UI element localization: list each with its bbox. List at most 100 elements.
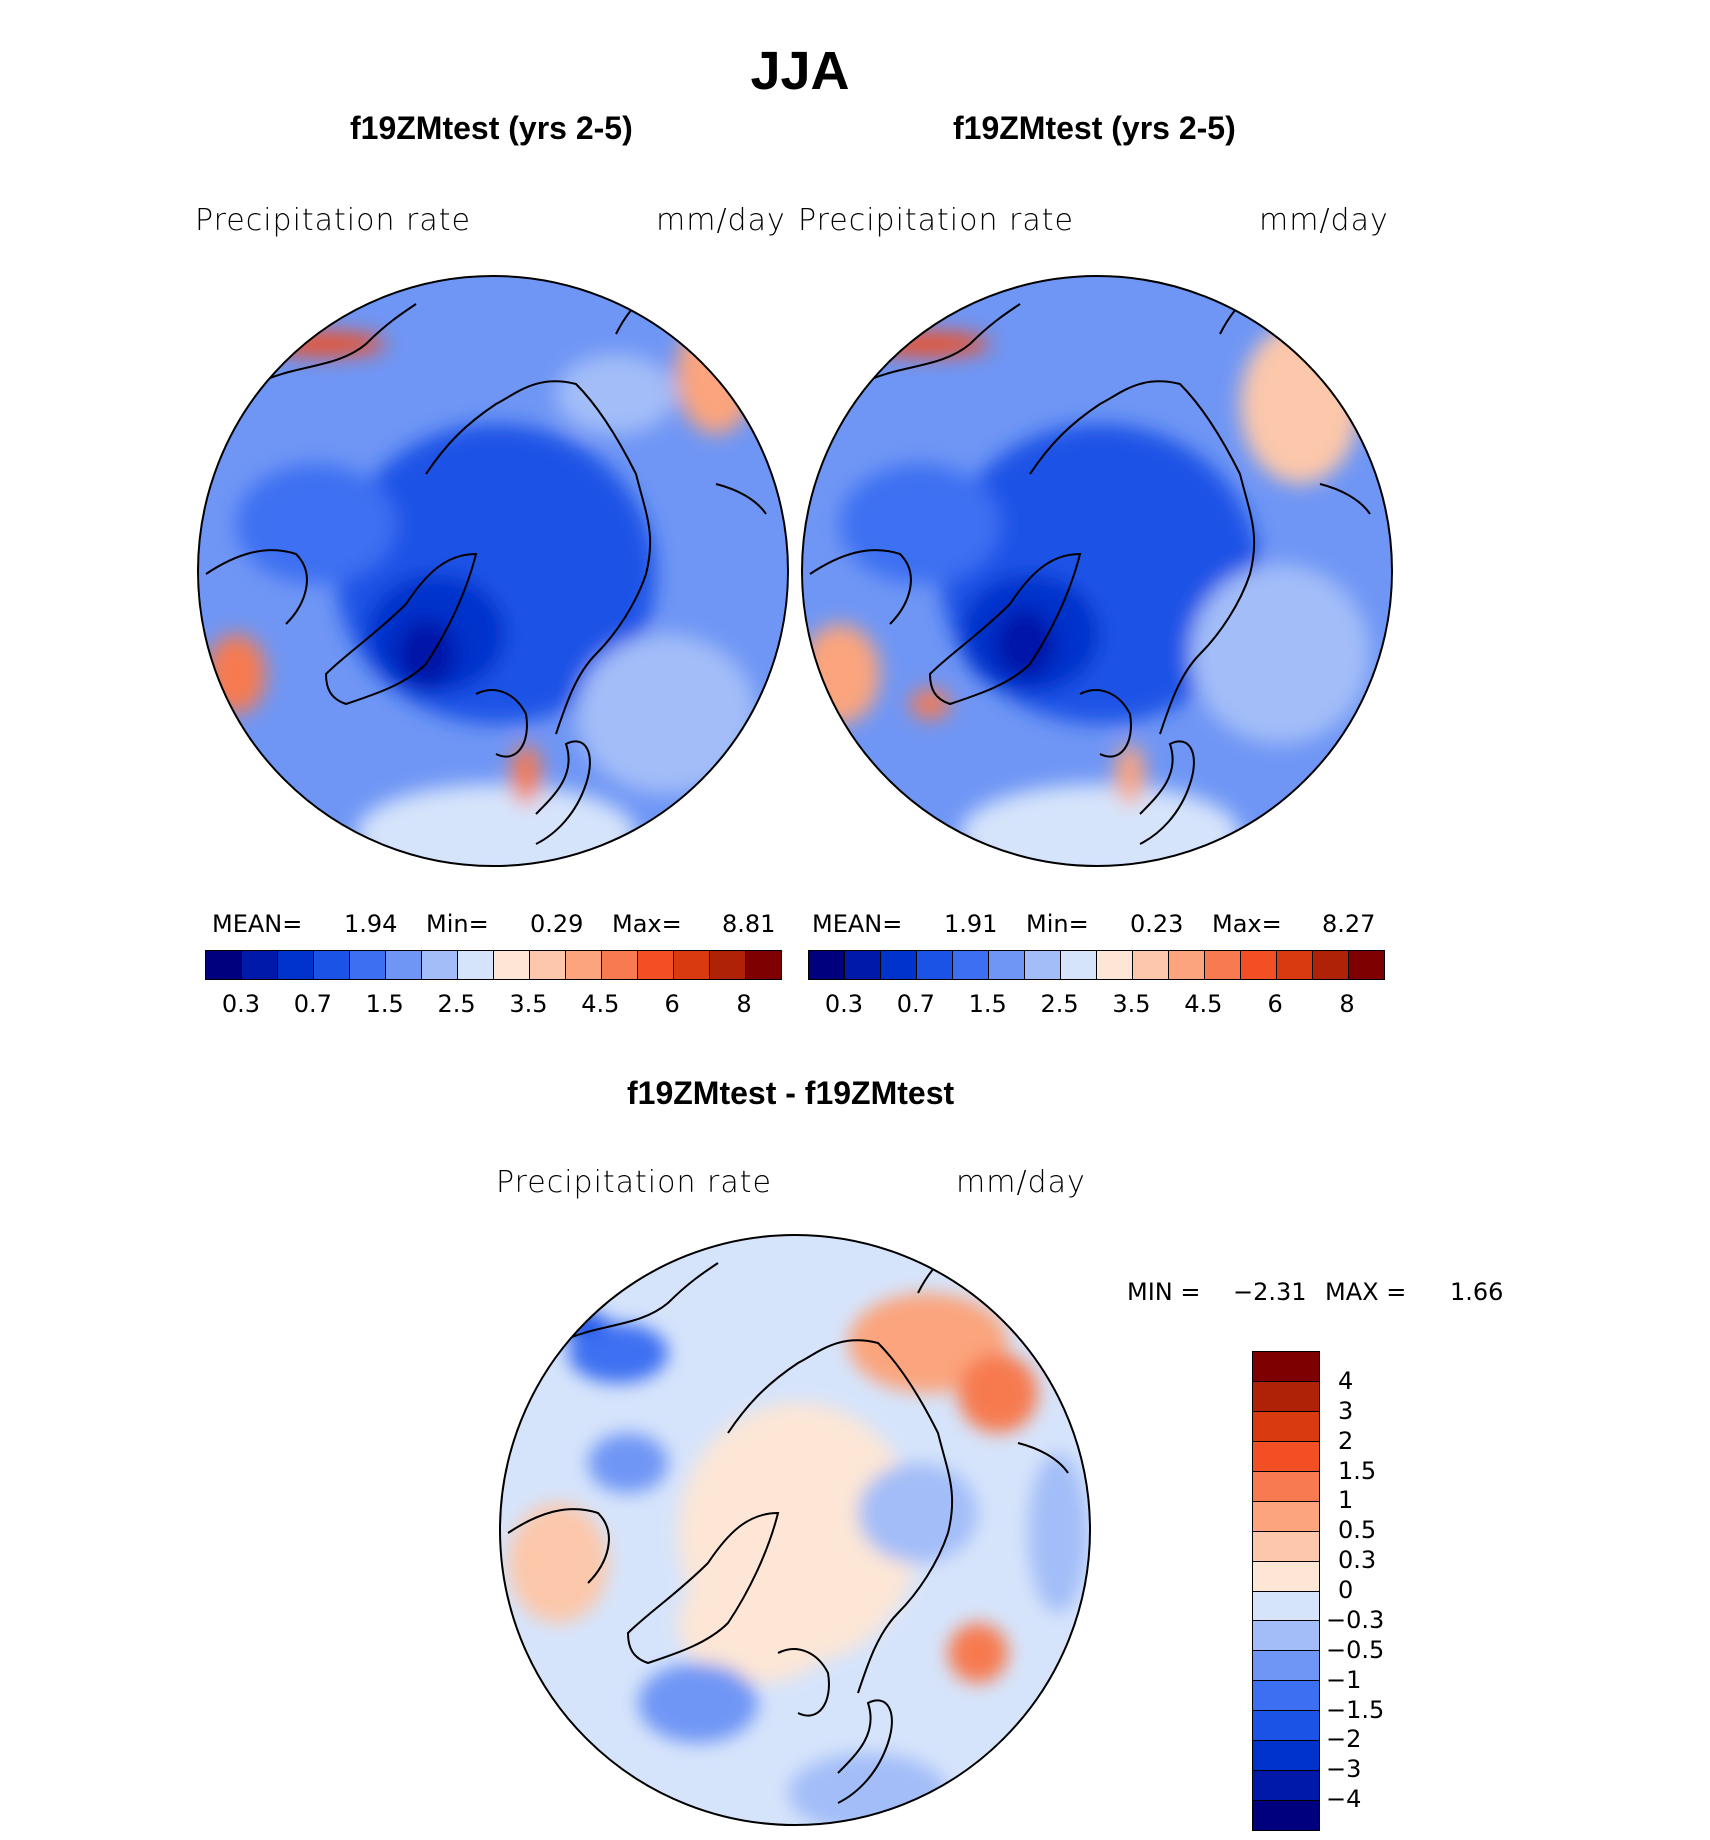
colorbar-2-swatch <box>917 951 953 979</box>
colorbar-1-swatch <box>602 951 638 979</box>
panel-1-max: 8.81 <box>722 910 776 938</box>
coastlines <box>809 293 1371 845</box>
colorbar-3-tick-label: −3 <box>1326 1755 1362 1784</box>
colorbar-1-swatch <box>242 951 278 979</box>
colorbar-2-tick-label: 3.5 <box>1112 990 1151 1018</box>
colorbar-1-tick-label: 3.5 <box>509 990 548 1018</box>
panel-3-min-label: MIN = <box>1127 1278 1201 1306</box>
panel-3-colorbar <box>1252 1351 1320 1831</box>
colorbar-1-tick-label: 0.7 <box>293 990 332 1018</box>
panel-1-colorbar <box>205 950 782 980</box>
colorbar-2-swatch <box>1241 951 1277 979</box>
colorbar-1-tick-label: 1.5 <box>365 990 404 1018</box>
panel-1-map <box>197 275 789 867</box>
colorbar-3-swatch <box>1253 1411 1319 1442</box>
panel-1-mean-label: MEAN= <box>212 910 303 938</box>
colorbar-1-swatch <box>314 951 350 979</box>
colorbar-3-swatch <box>1253 1501 1319 1532</box>
panel-1-title: f19ZMtest (yrs 2-5) <box>350 110 633 146</box>
colorbar-3-tick-label: −1.5 <box>1326 1695 1385 1724</box>
panel-2-colorbar-ticks: 0.3 0.7 1.5 2.5 3.5 4.5 6 8 <box>808 990 1383 1020</box>
panel-3-colorbar-ticks: 4 3 2 1.5 1 0.5 0.3 0 −0.3 −0.5 −1 −1.5 −2 −3 −4 <box>1326 1351 1418 1829</box>
colorbar-3-tick-label: −4 <box>1326 1785 1362 1814</box>
colorbar-2-tick-label: 8 <box>1339 990 1355 1018</box>
coastlines <box>205 293 767 845</box>
panel-2-variable: Precipitation rate <box>798 203 1074 238</box>
colorbar-2-swatch <box>1097 951 1133 979</box>
panel-3-map <box>499 1234 1091 1826</box>
panel-2-map <box>801 275 1393 867</box>
colorbar-2-swatch <box>1277 951 1313 979</box>
colorbar-1-swatch <box>422 951 458 979</box>
colorbar-2-tick-label: 1.5 <box>968 990 1007 1018</box>
colorbar-1-swatch <box>206 951 242 979</box>
colorbar-1-swatch <box>746 951 781 979</box>
colorbar-3-tick-label: 3 <box>1338 1396 1354 1425</box>
colorbar-3-swatch <box>1253 1681 1319 1712</box>
colorbar-3-swatch <box>1253 1711 1319 1742</box>
colorbar-1-swatch <box>278 951 314 979</box>
colorbar-1-tick-label: 4.5 <box>581 990 620 1018</box>
panel-2-units: mm/day <box>1259 203 1389 238</box>
panel-1-min: 0.29 <box>530 910 584 938</box>
panel-1-max-label: Max= <box>612 910 682 938</box>
panel-2-min-label: Min= <box>1026 910 1089 938</box>
panel-2-max-label: Max= <box>1212 910 1282 938</box>
colorbar-3-swatch <box>1253 1352 1319 1382</box>
colorbar-3-tick-label: −0.3 <box>1326 1605 1385 1634</box>
panel-3-title: f19ZMtest - f19ZMtest <box>627 1075 955 1111</box>
colorbar-1-swatch <box>710 951 746 979</box>
colorbar-2-swatch <box>1205 951 1241 979</box>
page-title: JJA <box>750 41 850 101</box>
coastlines <box>507 1252 1069 1804</box>
panel-3-units: mm/day <box>956 1165 1086 1200</box>
colorbar-3-swatch <box>1253 1471 1319 1502</box>
panel-1-mean: 1.94 <box>344 910 398 938</box>
colorbar-3-swatch <box>1253 1591 1319 1622</box>
panel-2-title: f19ZMtest (yrs 2-5) <box>953 110 1236 146</box>
colorbar-1-swatch <box>458 951 494 979</box>
colorbar-3-tick-label: 4 <box>1338 1366 1354 1395</box>
panel-2-mean: 1.91 <box>944 910 998 938</box>
colorbar-1-swatch <box>566 951 602 979</box>
panel-2-min: 0.23 <box>1130 910 1184 938</box>
colorbar-1-tick-label: 2.5 <box>437 990 476 1018</box>
colorbar-3-swatch <box>1253 1621 1319 1652</box>
colorbar-2-tick-label: 6 <box>1267 990 1283 1018</box>
colorbar-2-swatch <box>881 951 917 979</box>
precip-field <box>802 276 1392 866</box>
colorbar-2-tick-label: 0.7 <box>896 990 935 1018</box>
colorbar-2-swatch <box>845 951 881 979</box>
colorbar-3-swatch <box>1253 1441 1319 1472</box>
panel-2-mean-label: MEAN= <box>812 910 903 938</box>
panel-3-max: 1.66 <box>1450 1278 1504 1306</box>
colorbar-2-tick-label: 0.3 <box>824 990 864 1018</box>
panel-2-colorbar <box>808 950 1385 980</box>
colorbar-1-swatch <box>494 951 530 979</box>
panel-1-min-label: Min= <box>426 910 489 938</box>
panel-3-max-label: MAX = <box>1325 1278 1407 1306</box>
colorbar-1-tick-label: 6 <box>664 990 680 1018</box>
colorbar-1-swatch <box>530 951 566 979</box>
colorbar-3-tick-label: 1 <box>1338 1486 1354 1515</box>
colorbar-3-swatch <box>1253 1741 1319 1772</box>
colorbar-1-swatch <box>674 951 710 979</box>
panel-3-variable: Precipitation rate <box>496 1165 772 1200</box>
colorbar-3-tick-label: 0.5 <box>1338 1516 1377 1545</box>
colorbar-1-swatch <box>386 951 422 979</box>
precip-diff-field <box>500 1235 1090 1825</box>
colorbar-2-swatch <box>989 951 1025 979</box>
panel-3-min: −2.31 <box>1233 1278 1307 1306</box>
colorbar-2-swatch <box>1025 951 1061 979</box>
colorbar-3-tick-label: −1 <box>1326 1665 1362 1694</box>
colorbar-2-swatch <box>1313 951 1349 979</box>
colorbar-2-swatch <box>1133 951 1169 979</box>
colorbar-2-swatch <box>1169 951 1205 979</box>
colorbar-3-tick-label: 1.5 <box>1338 1456 1377 1485</box>
colorbar-3-swatch <box>1253 1561 1319 1592</box>
colorbar-2-swatch <box>1061 951 1097 979</box>
panel-1-units: mm/day <box>656 203 786 238</box>
colorbar-1-tick-label: 0.3 <box>221 990 261 1018</box>
colorbar-3-swatch <box>1253 1651 1319 1682</box>
colorbar-3-tick-label: −2 <box>1326 1725 1362 1754</box>
